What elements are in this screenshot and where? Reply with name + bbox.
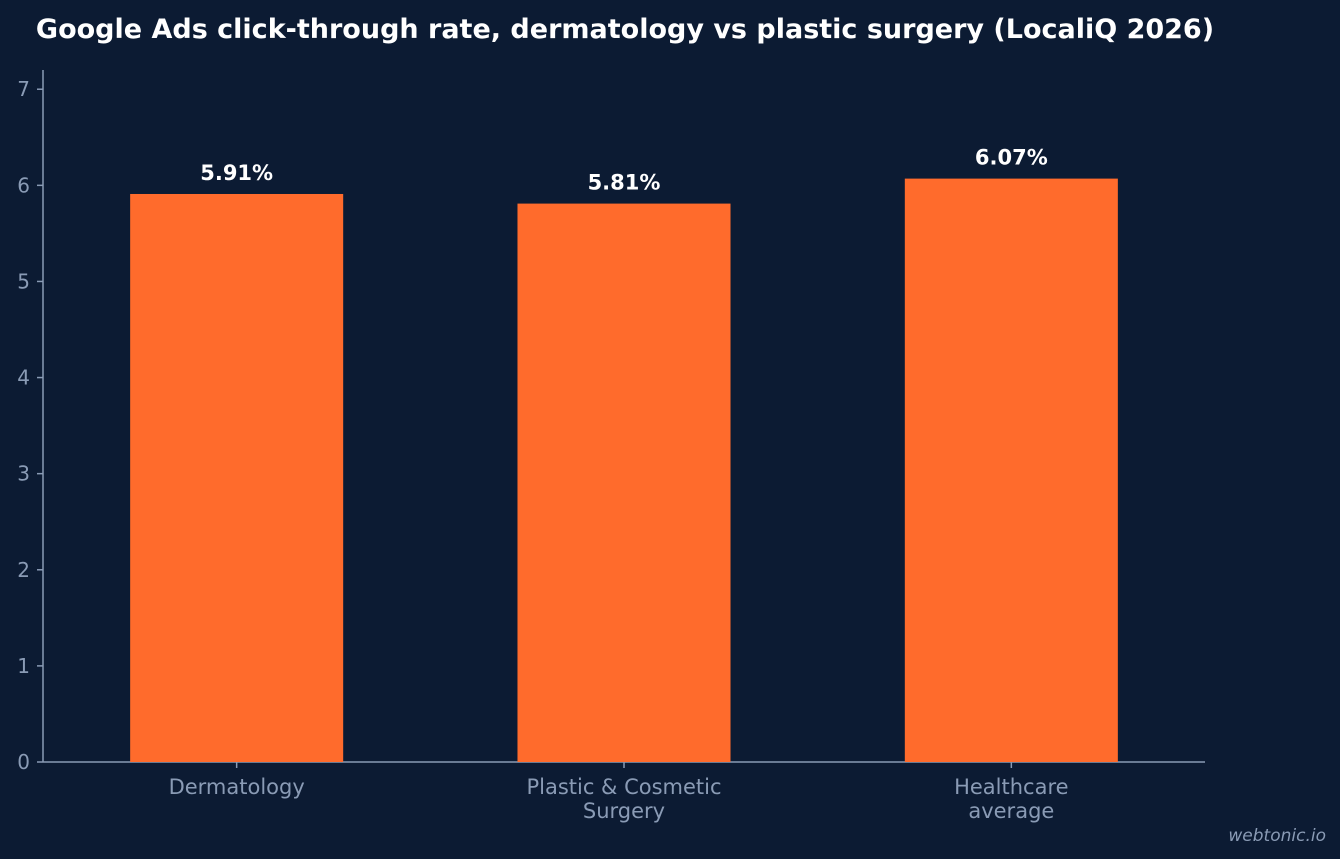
y-tick-label: 3 bbox=[17, 462, 30, 486]
x-category-label: Surgery bbox=[583, 799, 665, 823]
x-category-label: Plastic & Cosmetic bbox=[526, 775, 721, 799]
y-tick-label: 7 bbox=[17, 77, 30, 101]
y-tick-label: 6 bbox=[17, 173, 30, 197]
y-tick-label: 5 bbox=[17, 269, 30, 293]
x-category-label: Dermatology bbox=[169, 775, 305, 799]
bar bbox=[130, 193, 344, 762]
x-category-label: Healthcare bbox=[954, 775, 1068, 799]
y-tick-label: 0 bbox=[17, 750, 30, 774]
bar-value-label: 6.07% bbox=[975, 146, 1048, 170]
bar-value-label: 5.91% bbox=[200, 161, 273, 185]
chart-title: Google Ads click-through rate, dermatolo… bbox=[36, 14, 1214, 45]
bar-value-label: 5.81% bbox=[588, 171, 661, 195]
x-category-label: average bbox=[968, 799, 1054, 823]
y-tick-label: 4 bbox=[17, 366, 30, 390]
y-tick-label: 2 bbox=[17, 558, 30, 582]
labels-group: 5.91% Dermatology 5.81% Plastic & CosmeticS… bbox=[169, 146, 1069, 823]
bars-group bbox=[130, 178, 1118, 762]
watermark: webtonic.io bbox=[1228, 826, 1326, 846]
bar bbox=[904, 178, 1118, 762]
y-tick-label: 1 bbox=[17, 654, 30, 678]
bar bbox=[517, 203, 731, 762]
